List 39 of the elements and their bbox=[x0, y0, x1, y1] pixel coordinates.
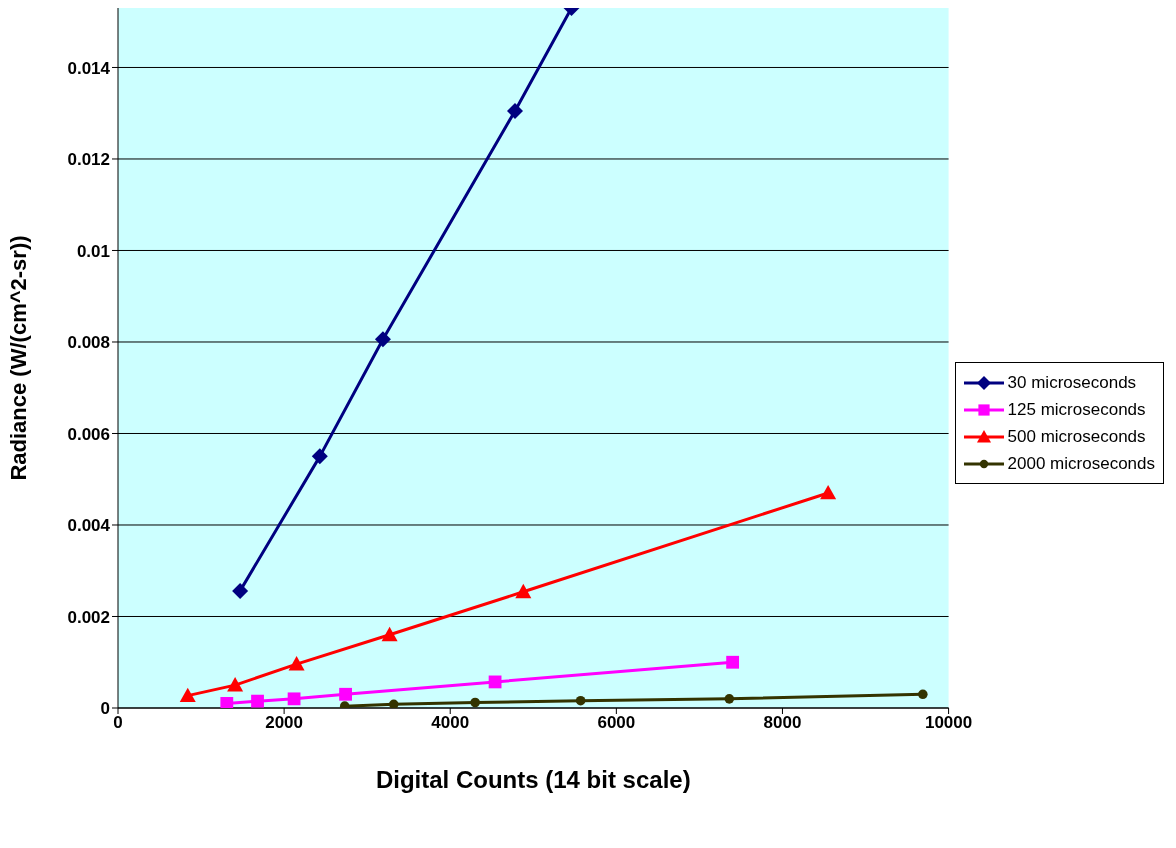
point bbox=[515, 583, 532, 599]
x-tick-label: 10000 bbox=[924, 713, 973, 733]
point bbox=[288, 656, 305, 671]
point bbox=[232, 582, 249, 599]
point bbox=[227, 677, 244, 692]
x-tick-label: 8000 bbox=[763, 713, 802, 733]
x-tick-label: 6000 bbox=[597, 713, 636, 733]
y-tick-label: 0.004 bbox=[67, 516, 111, 536]
point bbox=[179, 687, 196, 703]
point bbox=[388, 699, 399, 708]
x-tick-label: 4000 bbox=[431, 713, 470, 733]
y-tick-label: 0.006 bbox=[67, 424, 110, 444]
x-axis-title: Digital Counts (14 bit scale) bbox=[375, 766, 691, 793]
y-tick-label: 0 bbox=[100, 699, 110, 719]
point bbox=[918, 689, 928, 700]
x-tick-label: 2000 bbox=[265, 713, 304, 733]
y-tick-label: 0.002 bbox=[67, 607, 110, 627]
point bbox=[726, 655, 740, 669]
point bbox=[820, 484, 837, 500]
point bbox=[575, 695, 586, 706]
point bbox=[311, 448, 328, 465]
legend-label: 30 microseconds bbox=[1007, 372, 1137, 393]
point bbox=[374, 331, 391, 348]
legend-label: 125 microseconds bbox=[1007, 399, 1146, 420]
legend-label: 500 microseconds bbox=[1007, 426, 1146, 447]
y-tick-label: 0.012 bbox=[67, 150, 110, 170]
y-tick-label: 0.014 bbox=[67, 58, 111, 78]
point bbox=[724, 694, 735, 704]
point bbox=[251, 694, 264, 708]
legend-label: 2000 microseconds bbox=[1007, 453, 1155, 474]
y-tick-label: 0.01 bbox=[76, 241, 110, 261]
point bbox=[287, 692, 301, 706]
point bbox=[470, 697, 480, 708]
point bbox=[507, 102, 524, 119]
y-axis-title: Radiance (W/(cm^2-sr)) bbox=[5, 235, 31, 481]
point bbox=[381, 626, 398, 642]
point bbox=[220, 697, 234, 708]
point bbox=[339, 687, 352, 701]
y-tick-label: 0.008 bbox=[67, 333, 110, 353]
